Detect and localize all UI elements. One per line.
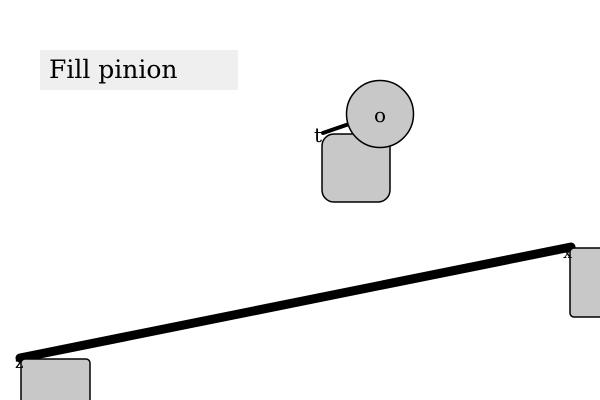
right-block[interactable]	[569, 247, 600, 318]
pinion-label: o	[374, 103, 386, 127]
handle-link[interactable]	[321, 121, 354, 135]
right-anchor-label: x	[563, 243, 572, 262]
pinion-circle[interactable]	[345, 79, 415, 149]
long-rod[interactable]	[15, 242, 576, 363]
handle-label: t	[314, 123, 322, 147]
left-anchor-label: z	[15, 353, 23, 372]
task-title: Fill pinion	[40, 50, 238, 90]
left-block[interactable]	[20, 358, 91, 400]
